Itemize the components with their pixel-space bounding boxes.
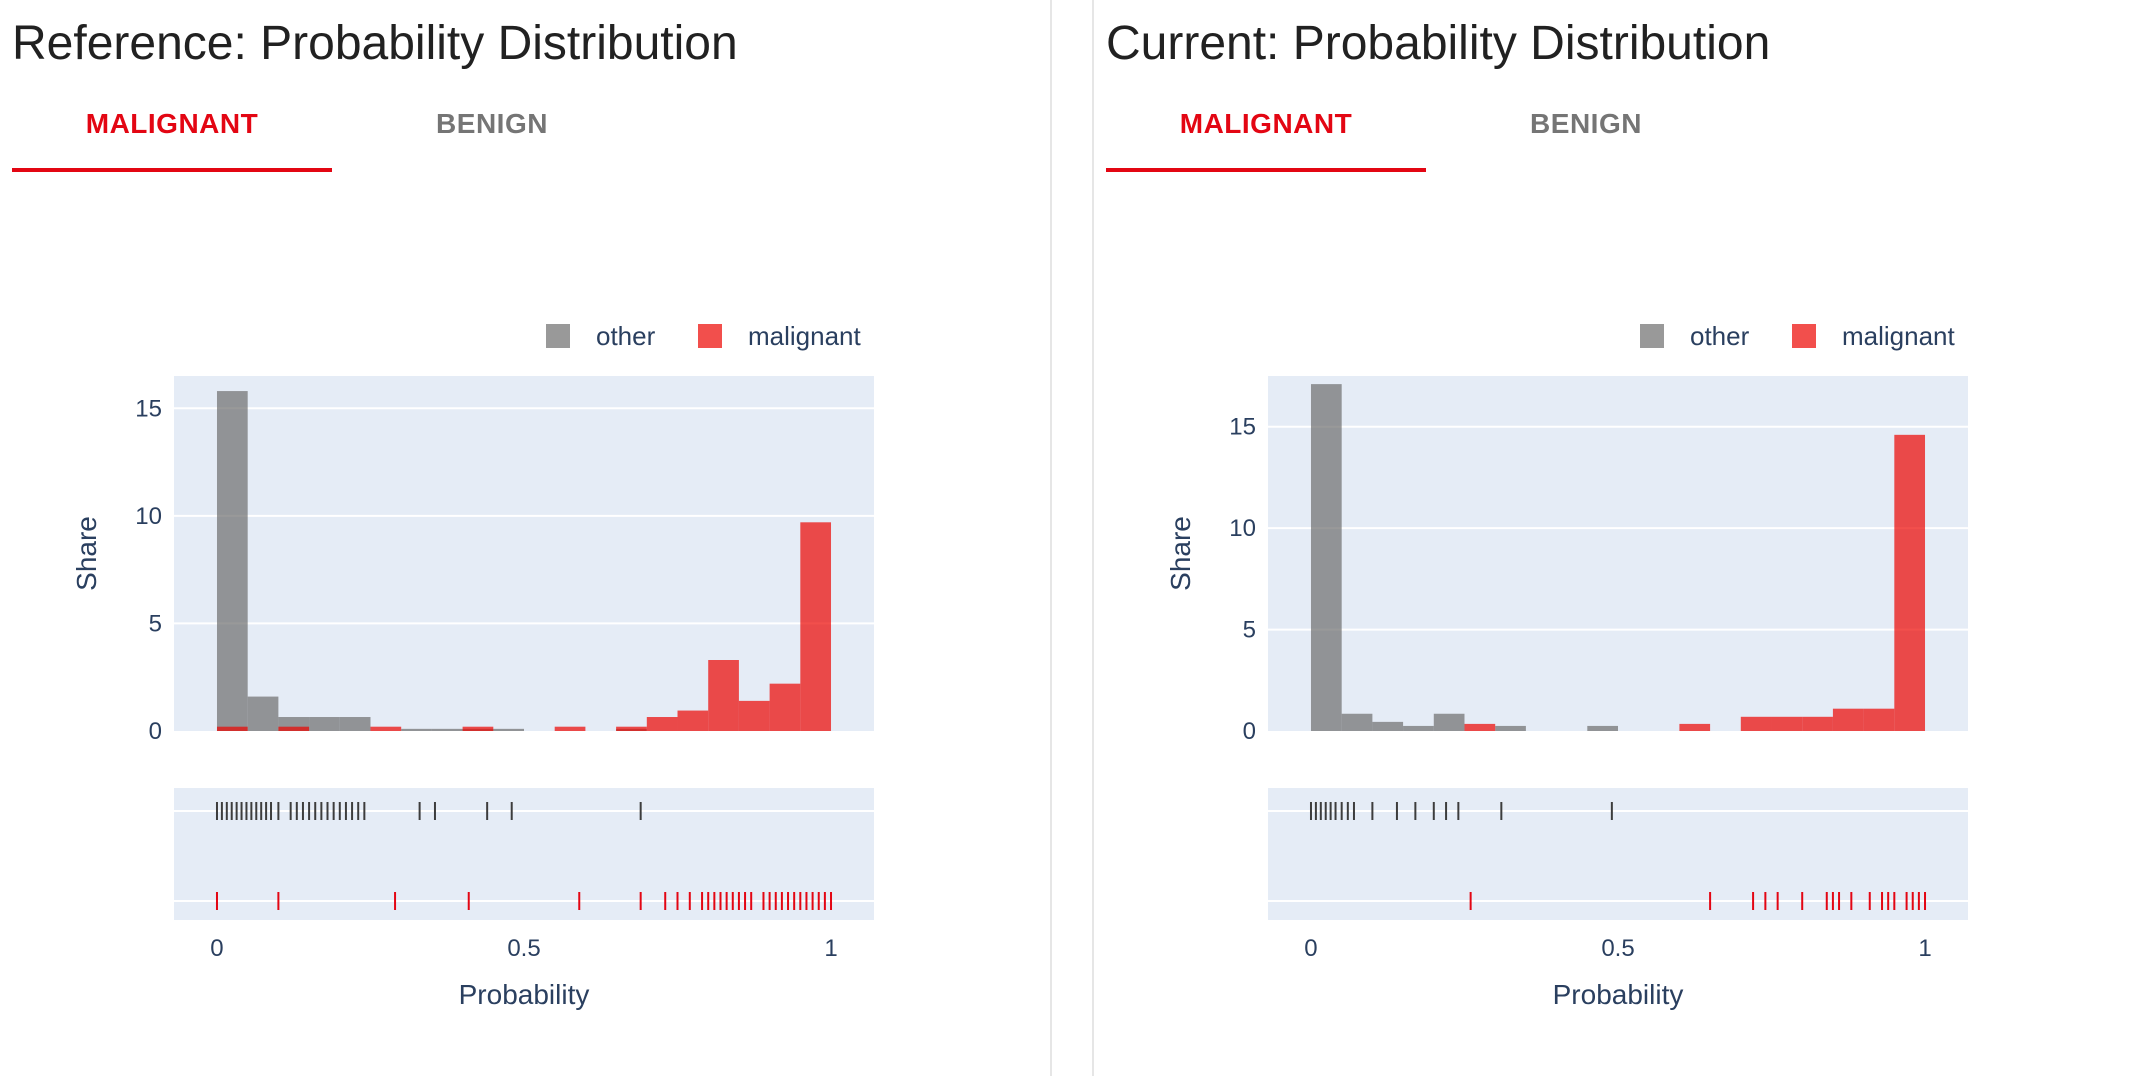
probability-distribution-chart: 0 5 10 15 0 0.5 1 Probability Share other malignan…: [1165, 321, 1968, 1010]
malignant-legend-label: malignant: [1842, 321, 1956, 351]
other-bar: [493, 728, 524, 731]
malignant-bar: [677, 710, 709, 731]
x-tick-label: 1: [824, 935, 837, 962]
tab-bar: MALIGNANT BENIGN: [1106, 96, 1826, 172]
malignant-bar: [1863, 708, 1895, 731]
x-tick-label: 0.5: [507, 935, 540, 962]
malignant-bar: [738, 700, 770, 731]
malignant-legend-swatch: [698, 324, 722, 348]
other-bar: [309, 717, 340, 731]
y-tick-label: 10: [135, 503, 162, 530]
other-bar: [1372, 721, 1404, 731]
malignant-bar: [278, 726, 310, 731]
malignant-bar: [800, 522, 832, 731]
tab-bar: MALIGNANT BENIGN: [12, 96, 732, 172]
malignant-bar: [1832, 708, 1864, 731]
malignant-bar: [769, 683, 801, 731]
y-tick-label: 5: [1243, 617, 1256, 644]
other-bar: [1495, 725, 1526, 731]
tab-benign[interactable]: BENIGN: [436, 108, 548, 139]
malignant-bar: [1464, 723, 1496, 731]
malignant-bar: [554, 726, 586, 731]
panel-title: Reference: Probability Distribution: [12, 17, 738, 70]
y-tick-label: 10: [1229, 515, 1256, 542]
malignant-bar: [370, 726, 402, 731]
probability-distribution-chart: 0 5 10 15 0 0.5 1 Probability Share other malignan…: [71, 321, 874, 1010]
histogram-plot-area: [1268, 376, 1968, 731]
malignant-bar: [462, 726, 494, 731]
histogram-plot-area: [174, 376, 874, 731]
other-bar: [1341, 713, 1373, 731]
other-bar: [339, 717, 371, 731]
malignant-bar: [616, 726, 647, 731]
x-tick-label: 0: [210, 935, 223, 962]
x-axis-title: Probability: [1553, 979, 1684, 1010]
y-tick-label: 0: [1243, 718, 1256, 745]
current-panel: Current: Probability Distribution MALIGN…: [1092, 0, 2134, 1076]
panel-title: Current: Probability Distribution: [1106, 17, 1771, 70]
x-axis-title: Probability: [459, 979, 590, 1010]
other-bar: [1587, 725, 1618, 731]
other-bar: [1433, 713, 1465, 731]
malignant-bar: [1679, 723, 1711, 731]
malignant-bar: [1771, 716, 1803, 731]
y-tick-label: 15: [135, 395, 162, 422]
other-bar: [216, 391, 248, 731]
y-axis-title: Share: [71, 516, 102, 591]
reference-panel: Reference: Probability Distribution MALI…: [0, 0, 1052, 1076]
other-legend-label: other: [1690, 321, 1750, 351]
malignant-bar: [1802, 716, 1833, 731]
x-tick-label: 1: [1918, 935, 1931, 962]
malignant-legend-swatch: [1792, 324, 1816, 348]
tab-malignant[interactable]: MALIGNANT: [12, 96, 332, 172]
other-bar: [431, 728, 463, 731]
x-tick-label: 0: [1304, 935, 1317, 962]
other-bar: [247, 696, 279, 731]
malignant-bar: [1894, 434, 1926, 731]
malignant-bar: [708, 660, 739, 731]
x-tick-label: 0.5: [1601, 935, 1634, 962]
other-bar: [1310, 384, 1342, 731]
y-tick-label: 5: [149, 610, 162, 637]
other-bar: [1403, 725, 1434, 731]
malignant-legend-label: malignant: [748, 321, 862, 351]
malignant-bar: [646, 717, 678, 731]
other-legend-swatch: [546, 324, 570, 348]
malignant-bar: [1740, 716, 1772, 731]
tab-benign[interactable]: BENIGN: [1530, 108, 1642, 139]
malignant-bar: [216, 726, 248, 731]
other-legend-swatch: [1640, 324, 1664, 348]
other-bar: [401, 728, 432, 731]
tab-malignant[interactable]: MALIGNANT: [1106, 96, 1426, 172]
other-legend-label: other: [596, 321, 656, 351]
y-axis-title: Share: [1165, 516, 1196, 591]
y-tick-label: 15: [1229, 414, 1256, 441]
y-tick-label: 0: [149, 718, 162, 745]
